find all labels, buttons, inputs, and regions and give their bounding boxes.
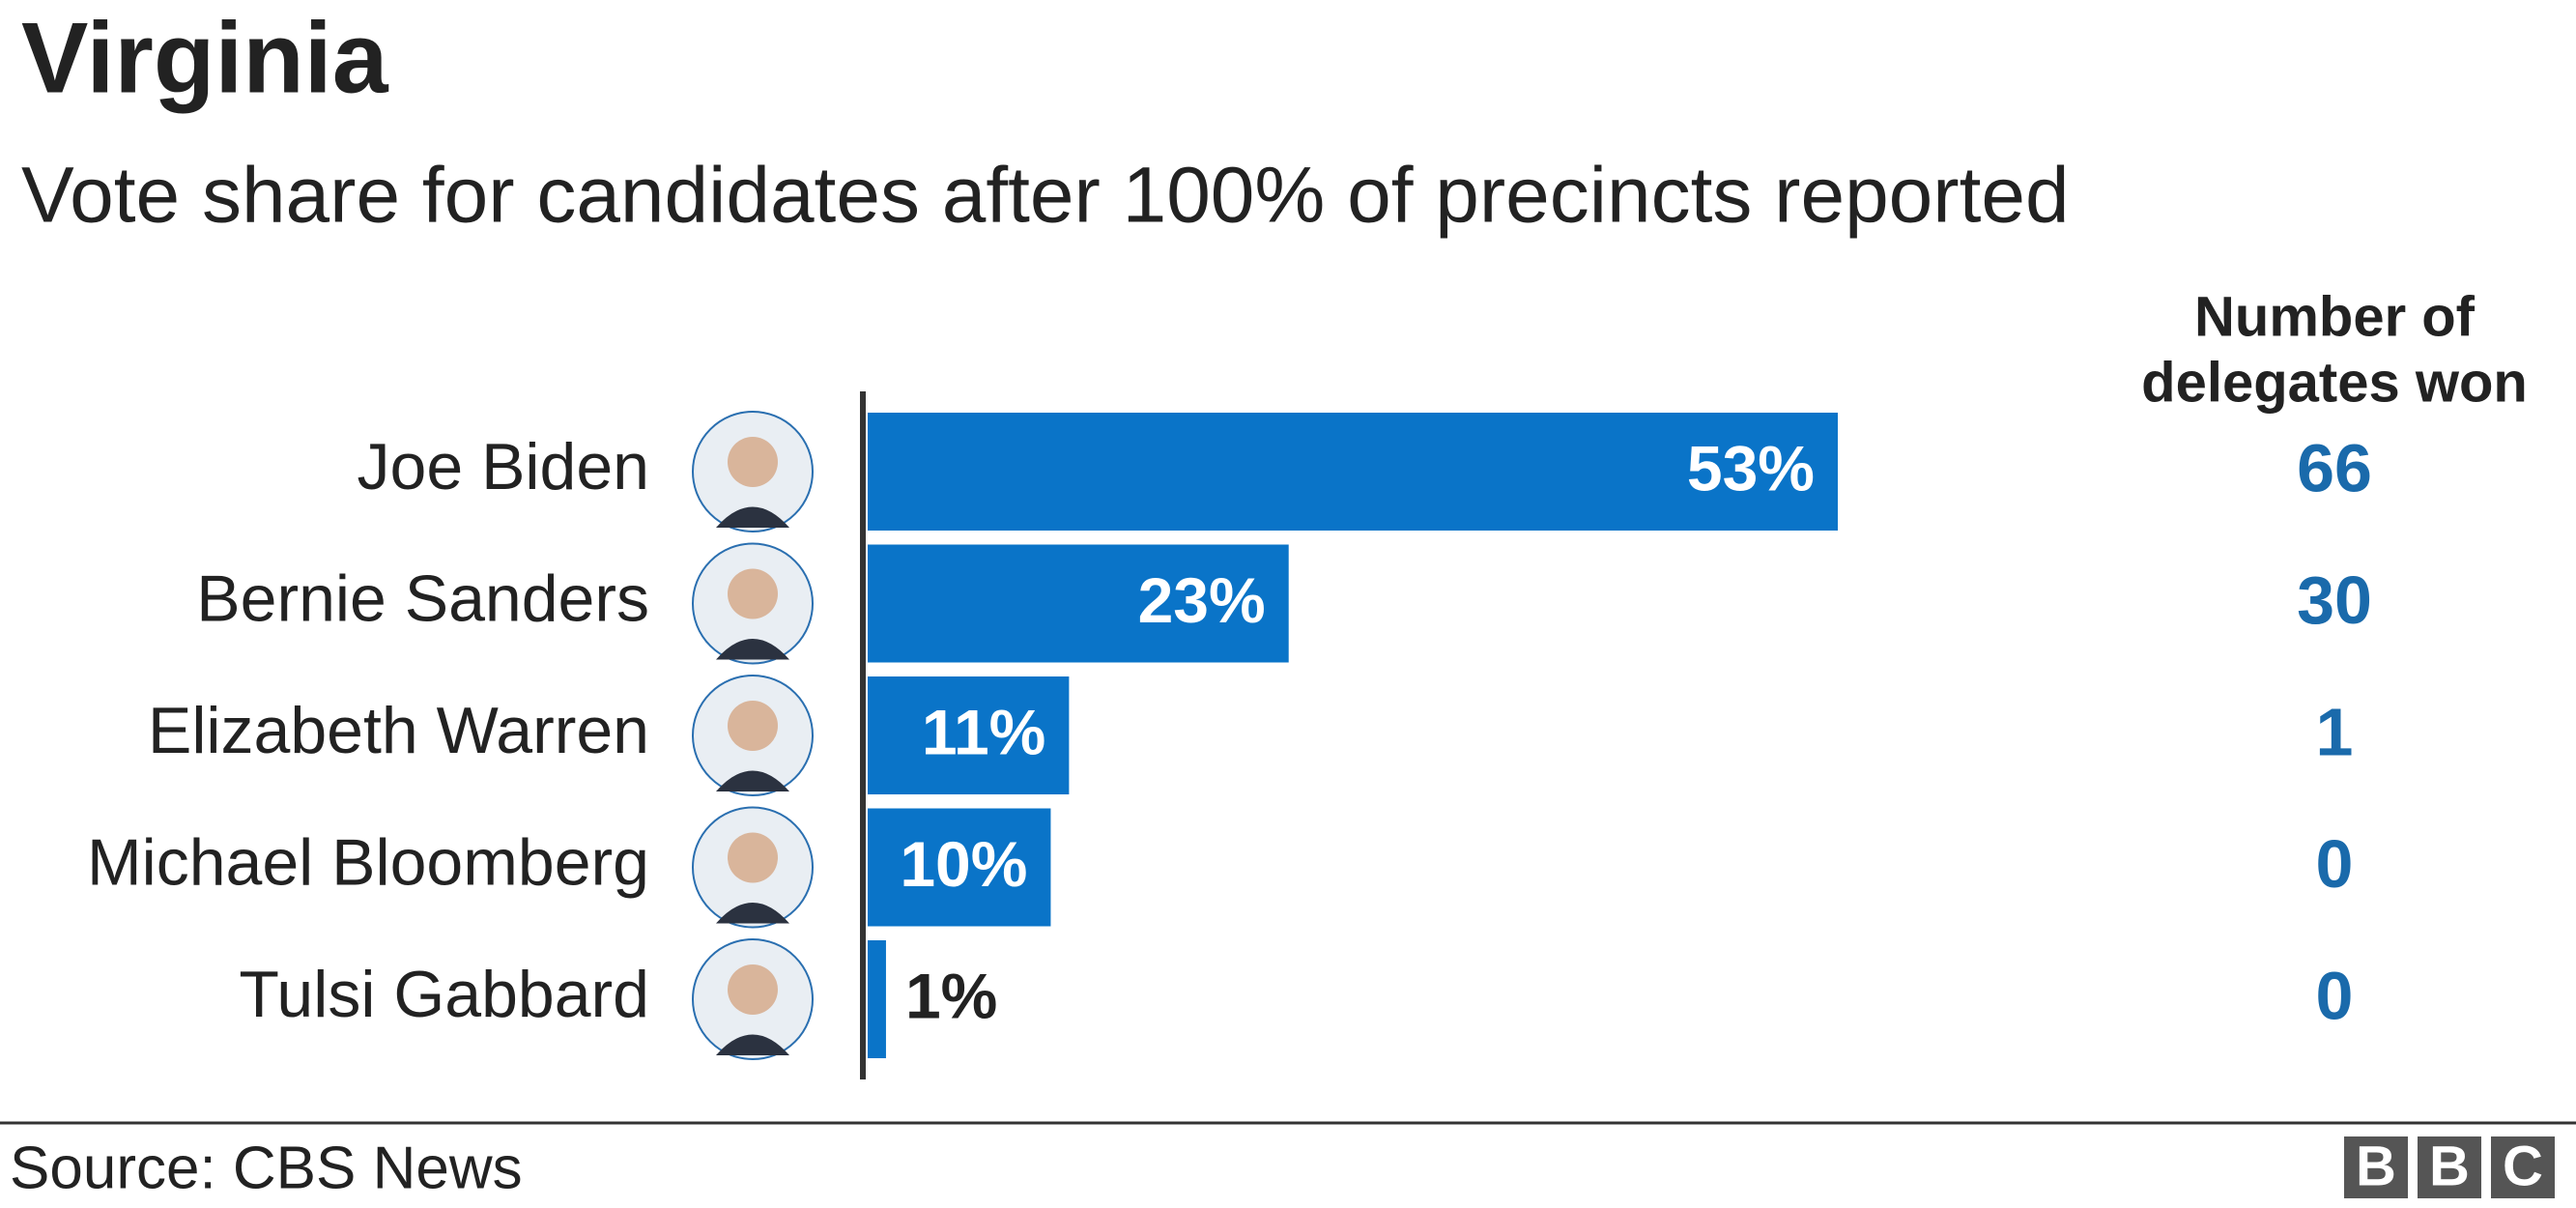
logo-letter: B [2429, 1135, 2470, 1197]
bar [868, 413, 1838, 531]
delegate-count: 30 [2297, 562, 2372, 638]
category-label: Joe Biden [358, 430, 649, 503]
value-label: 1% [905, 960, 997, 1031]
photo-face [728, 832, 778, 883]
category-label: Bernie Sanders [196, 561, 649, 635]
photo-body [716, 903, 789, 924]
photo-face [728, 701, 778, 751]
delegate-count: 66 [2297, 430, 2372, 505]
category-label: Michael Bloomberg [87, 825, 649, 899]
delegate-count: 0 [2316, 826, 2354, 902]
bar [868, 808, 1051, 927]
logo-letter: B [2356, 1135, 2396, 1197]
value-label: 10% [900, 828, 1027, 900]
delegate-count: 1 [2316, 694, 2354, 769]
bar [868, 940, 886, 1058]
chart-subtitle: Vote share for candidates after 100% of … [21, 152, 2070, 240]
delegates-header: delegates won [2141, 351, 2528, 414]
bar [868, 676, 1070, 794]
photo-body [716, 1034, 789, 1055]
delegates-header: Number of [2194, 285, 2476, 348]
photo-face [728, 437, 778, 487]
photo-face [728, 964, 778, 1015]
category-label: Tulsi Gabbard [239, 958, 649, 1031]
logo-box [2344, 1136, 2408, 1198]
photo-body [716, 506, 789, 528]
logo-box [2491, 1136, 2555, 1198]
source: Source: CBS News [10, 1135, 523, 1201]
value-label: 11% [922, 696, 1045, 767]
logo-letter: C [2503, 1135, 2543, 1197]
value-label: 23% [1138, 564, 1266, 636]
delegate-count: 0 [2316, 958, 2354, 1033]
logo-box [2418, 1136, 2481, 1198]
value-label: 53% [1687, 432, 1815, 503]
chart-title: Virginia [21, 2, 389, 114]
photo-body [716, 770, 789, 791]
bar [868, 544, 1289, 663]
category-label: Elizabeth Warren [148, 694, 649, 767]
photo-face [728, 568, 778, 619]
photo-body [716, 639, 789, 660]
